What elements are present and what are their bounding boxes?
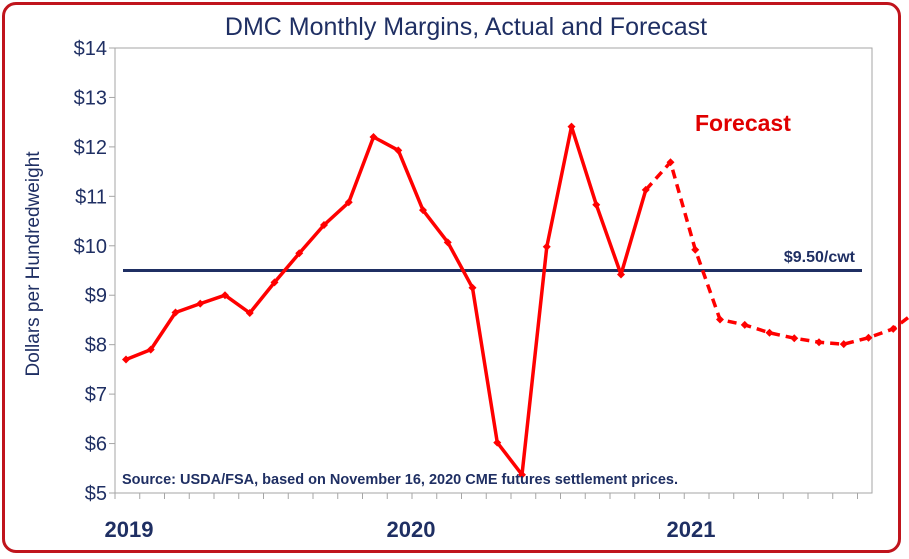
data-point <box>394 146 403 155</box>
y-tick-label: $12 <box>74 137 107 159</box>
data-point <box>790 334 799 343</box>
data-point <box>542 242 551 251</box>
data-point <box>592 200 601 209</box>
y-tick-label: $6 <box>85 434 107 456</box>
y-tick-label: $7 <box>85 384 107 406</box>
year-labels: 2019 2020 2021 <box>105 517 716 542</box>
data-point <box>518 470 526 479</box>
data-point <box>839 340 848 349</box>
data-point <box>171 308 180 317</box>
forecast-series-line <box>644 160 909 346</box>
data-point <box>716 315 724 324</box>
data-point <box>443 238 452 247</box>
y-tick-label: $8 <box>85 335 107 357</box>
year-label: 2021 <box>667 517 716 542</box>
x-axis <box>114 493 858 499</box>
data-point <box>270 278 279 287</box>
y-tick-label: $11 <box>75 186 107 208</box>
data-point <box>221 291 229 300</box>
data-point <box>815 338 823 347</box>
data-point <box>765 328 774 337</box>
data-point <box>691 245 700 254</box>
data-point <box>666 158 675 167</box>
data-point <box>196 299 205 308</box>
year-label: 2019 <box>105 517 154 542</box>
chart-frame <box>2 2 901 553</box>
series-group <box>122 122 909 479</box>
data-point <box>295 249 304 258</box>
source-note: Source: USDA/FSA, based on November 16, … <box>122 472 678 488</box>
y-axis: $5 $6 $7 $8 $9 $10 $11 $12 $13 $14 <box>74 38 115 505</box>
data-point <box>344 198 353 207</box>
data-point <box>567 122 576 131</box>
year-label: 2020 <box>387 517 436 542</box>
data-point <box>468 283 477 292</box>
y-tick-label: $5 <box>85 483 107 505</box>
data-point <box>889 324 898 333</box>
data-point <box>122 355 130 364</box>
data-point <box>493 438 502 447</box>
y-tick-label: $10 <box>74 236 107 258</box>
actual-series-line <box>125 124 648 477</box>
forecast-label: Forecast <box>695 110 791 136</box>
y-axis-label: Dollars per Hundredweight <box>23 151 44 377</box>
chart-title: DMC Monthly Margins, Actual and Forecast <box>225 13 707 41</box>
data-point <box>617 270 625 279</box>
data-point <box>419 206 427 215</box>
reference-line-label: $9.50/cwt <box>784 249 856 266</box>
data-point <box>320 221 328 230</box>
plot-area: $5 $6 $7 $8 $9 $10 $11 $12 $13 $14 <box>74 38 909 505</box>
data-point <box>369 133 378 141</box>
y-tick-label: $14 <box>74 38 107 60</box>
plot-border <box>114 47 873 494</box>
data-point <box>146 345 155 354</box>
data-point <box>864 333 873 342</box>
y-tick-label: $13 <box>74 87 107 109</box>
data-point <box>740 320 749 329</box>
y-tick-label: $9 <box>85 285 107 307</box>
data-point <box>245 309 254 318</box>
